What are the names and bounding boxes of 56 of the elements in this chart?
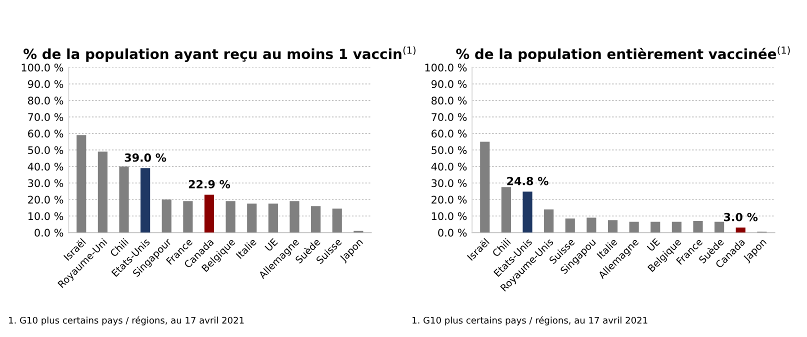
- y-tick-label: 100.0 %: [22, 64, 64, 72]
- data-label: 24.8 %: [507, 176, 548, 186]
- bar: [565, 218, 575, 233]
- text: 1. G10 plus certains pays / régions, au 17 avril 2021: [9, 316, 244, 326]
- bar: [226, 201, 236, 233]
- y-tick-label: 20.0 %: [28, 196, 64, 204]
- bar: [119, 166, 129, 233]
- bar: [332, 208, 342, 233]
- bar: [501, 187, 511, 233]
- bar: [98, 152, 108, 233]
- y-tick-label: 50.0 %: [28, 146, 64, 154]
- y-tick-label: 90.0 %: [431, 80, 467, 88]
- chart-title: % de la population entièrement vaccinée$^{(1)}$: [456, 46, 790, 62]
- bar: [714, 222, 724, 233]
- y-tick-label: 70.0 %: [28, 113, 64, 122]
- bar: [736, 228, 746, 233]
- y-tick-label: 90.0 %: [28, 80, 64, 88]
- bar: [290, 201, 300, 233]
- bar: [268, 204, 278, 233]
- bar: [204, 194, 214, 233]
- y-tick-label: 50.0 %: [432, 146, 467, 154]
- y-tick-label: 40.0 %: [28, 162, 64, 171]
- y-tick-label: 30.0 %: [432, 179, 467, 188]
- bar: [311, 206, 321, 233]
- bar: [650, 222, 660, 233]
- bar: [76, 135, 86, 233]
- y-tick-label: 10.0 %: [432, 212, 467, 220]
- bar: [586, 218, 596, 233]
- y-tick-label: 100.0 %: [425, 64, 467, 72]
- y-tick-label: 60.0 %: [28, 130, 64, 138]
- y-tick-label: 70.0 %: [432, 113, 467, 122]
- bar: [608, 220, 618, 233]
- y-tick-label: 60.0 %: [432, 130, 467, 138]
- text: 1. G10 plus certains pays / régions, au 17 avril 2021: [412, 316, 648, 326]
- y-tick-label: 0.0 %: [438, 228, 467, 237]
- y-tick-label: 80.0 %: [432, 96, 467, 105]
- data-label: 39.0 %: [124, 153, 166, 162]
- data-label: 3.0 %: [724, 212, 758, 222]
- y-tick-label: 0.0 %: [34, 228, 64, 237]
- y-tick-label: 80.0 %: [28, 96, 64, 105]
- y-tick-label: 10.0 %: [28, 212, 64, 220]
- bar: [480, 142, 490, 233]
- bar: [693, 220, 703, 233]
- bar: [522, 192, 532, 233]
- bar: [247, 204, 257, 233]
- y-tick-label: 40.0 %: [431, 162, 467, 171]
- bar: [629, 222, 639, 233]
- bar: [162, 200, 172, 233]
- y-tick-label: 20.0 %: [432, 196, 467, 204]
- bar: [140, 168, 150, 233]
- y-tick-label: 30.0 %: [28, 179, 64, 188]
- bar: [672, 222, 682, 233]
- data-label: 22.9 %: [188, 180, 230, 188]
- bar: [544, 209, 554, 233]
- chart-title: % de la population ayant reçu au moins 1 vaccin$^{(1)}$: [24, 46, 416, 62]
- bar: [183, 201, 193, 233]
